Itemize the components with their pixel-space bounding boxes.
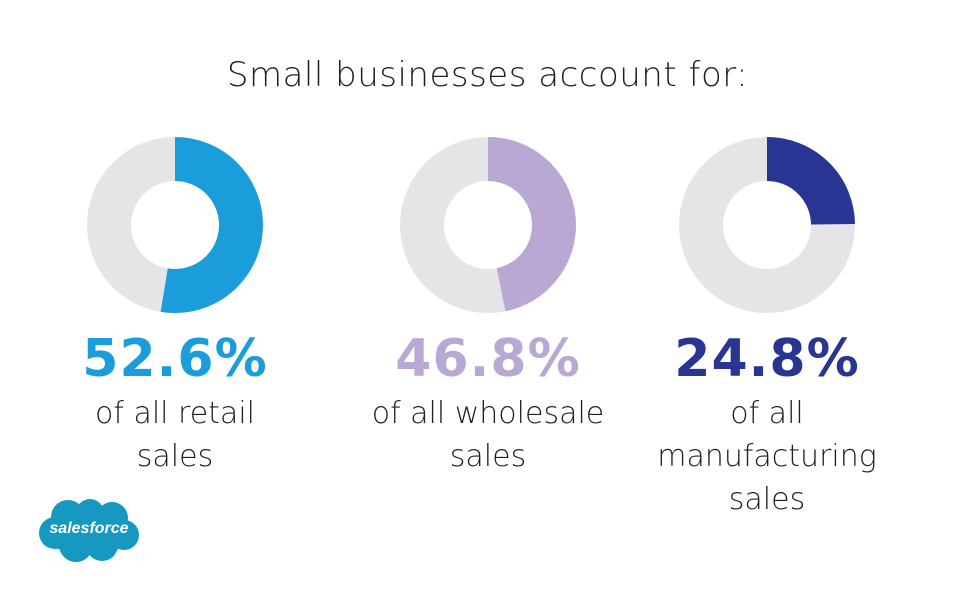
percentage-retail: 52.6% [82,329,268,389]
cloud-icon [39,499,139,562]
percentage-wholesale: 46.8% [395,329,581,389]
chart-title: Small businesses account for: [226,55,749,95]
donut-svg-retail [87,137,263,313]
donut-chart-retail [87,137,263,313]
donut-segment-retail [87,137,263,313]
description-retail-line-1: of all retail [95,396,255,431]
donut-segment-wholesale [400,137,576,313]
donut-chart-wholesale [400,137,576,313]
description-manufacturing-line-3: sales [728,482,806,517]
description-wholesale-line-1: of all wholesale [371,396,605,431]
logo-wordmark: salesforce [49,520,129,537]
percentage-manufacturing: 24.8% [674,329,860,389]
description-manufacturing-line-2: manufacturing [657,439,877,474]
donut-svg-wholesale [400,137,576,313]
description-retail-line-2: sales [136,439,214,474]
description-manufacturing-line-1: of all [730,396,804,431]
donut-chart-manufacturing [679,137,855,313]
description-manufacturing: of all manufacturing sales [637,392,897,521]
description-wholesale: of all wholesale sales [348,392,628,478]
description-wholesale-line-2: sales [449,439,527,474]
salesforce-logo: salesforce [38,497,140,565]
description-retail: of all retail sales [55,392,295,478]
donut-svg-manufacturing [679,137,855,313]
donut-segment-manufacturing [679,137,855,313]
